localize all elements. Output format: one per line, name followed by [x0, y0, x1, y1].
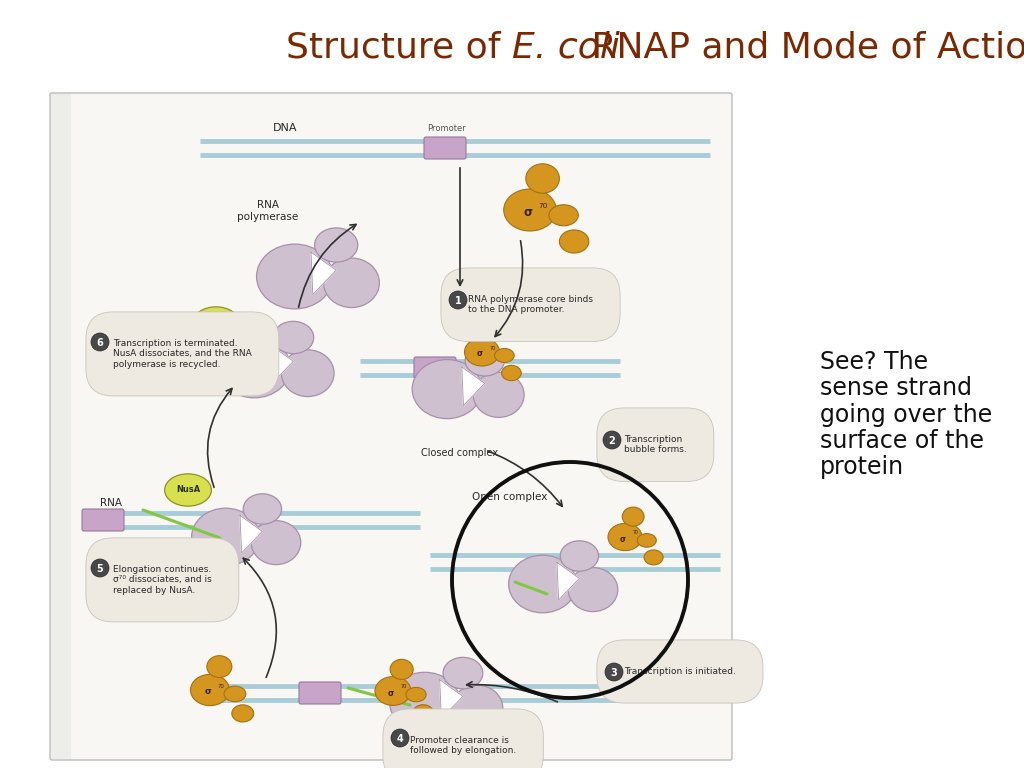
Text: 5: 5: [96, 564, 103, 574]
Text: 70: 70: [538, 203, 547, 209]
Text: surface of the: surface of the: [820, 429, 984, 453]
Ellipse shape: [644, 550, 664, 565]
Text: σ: σ: [388, 688, 394, 697]
Circle shape: [605, 663, 623, 681]
FancyBboxPatch shape: [299, 682, 341, 704]
Ellipse shape: [251, 521, 301, 564]
FancyBboxPatch shape: [82, 509, 124, 531]
Ellipse shape: [465, 345, 505, 376]
Text: 70: 70: [401, 684, 408, 690]
Ellipse shape: [608, 524, 642, 551]
Text: E. coli: E. coli: [512, 31, 620, 65]
Text: RNA polymerase core binds
to the DNA promoter.: RNA polymerase core binds to the DNA pro…: [468, 295, 593, 314]
Text: 3: 3: [610, 667, 617, 677]
Ellipse shape: [452, 685, 503, 731]
Ellipse shape: [495, 349, 514, 362]
Text: NusA: NusA: [204, 319, 228, 327]
Ellipse shape: [273, 321, 313, 353]
Ellipse shape: [389, 672, 460, 732]
Ellipse shape: [413, 359, 482, 419]
Text: RNAP and Mode of Action: RNAP and Mode of Action: [580, 31, 1024, 65]
Ellipse shape: [443, 657, 483, 689]
Ellipse shape: [207, 656, 231, 677]
Circle shape: [449, 291, 467, 309]
Ellipse shape: [509, 555, 577, 613]
Circle shape: [391, 729, 409, 747]
Ellipse shape: [390, 659, 413, 680]
Ellipse shape: [324, 258, 380, 307]
Ellipse shape: [193, 307, 240, 339]
Ellipse shape: [224, 686, 246, 702]
Text: DNA: DNA: [272, 123, 297, 133]
Text: Structure of: Structure of: [286, 31, 512, 65]
Text: σ: σ: [205, 687, 211, 697]
Text: 4: 4: [396, 733, 403, 743]
Ellipse shape: [559, 230, 589, 253]
Ellipse shape: [473, 372, 524, 417]
Text: Promoter clearance is
followed by elongation.: Promoter clearance is followed by elonga…: [410, 736, 516, 756]
Ellipse shape: [314, 228, 357, 262]
Text: Transcription
bubble forms.: Transcription bubble forms.: [624, 435, 687, 455]
Text: Transcription is initiated.: Transcription is initiated.: [624, 667, 736, 676]
Text: going over the: going over the: [820, 402, 992, 427]
Circle shape: [91, 559, 109, 577]
Text: NusA: NusA: [176, 485, 200, 495]
FancyBboxPatch shape: [51, 94, 71, 759]
Text: protein: protein: [820, 455, 904, 479]
Ellipse shape: [465, 338, 500, 366]
Polygon shape: [462, 367, 484, 406]
Text: Open complex: Open complex: [472, 492, 548, 502]
Text: Transcription is terminated.
NusA dissociates, and the RNA
polymerase is recycle: Transcription is terminated. NusA dissoc…: [113, 339, 252, 369]
Text: σ: σ: [477, 349, 483, 359]
Ellipse shape: [375, 677, 411, 705]
Text: σ: σ: [523, 206, 532, 219]
FancyBboxPatch shape: [414, 357, 456, 379]
Ellipse shape: [406, 687, 426, 702]
Ellipse shape: [218, 336, 291, 398]
Ellipse shape: [282, 350, 334, 396]
Ellipse shape: [504, 189, 556, 231]
Ellipse shape: [244, 494, 282, 525]
Ellipse shape: [502, 366, 521, 381]
Ellipse shape: [525, 164, 559, 194]
Text: RNA
polymerase: RNA polymerase: [238, 200, 299, 222]
FancyBboxPatch shape: [50, 93, 732, 760]
Ellipse shape: [190, 674, 229, 706]
Polygon shape: [269, 344, 293, 384]
Text: RNA: RNA: [100, 498, 122, 508]
Ellipse shape: [479, 321, 502, 341]
Ellipse shape: [231, 705, 254, 722]
Ellipse shape: [623, 507, 644, 526]
Text: Elongation continues.
σ⁷⁰ dissociates, and is
replaced by NusA.: Elongation continues. σ⁷⁰ dissociates, a…: [113, 565, 212, 594]
Text: 2: 2: [608, 435, 615, 445]
Circle shape: [91, 333, 109, 351]
Text: 70: 70: [218, 684, 225, 688]
Text: See? The: See? The: [820, 350, 928, 374]
Polygon shape: [311, 252, 336, 294]
Polygon shape: [557, 562, 580, 600]
Text: RNA: RNA: [138, 331, 160, 341]
Ellipse shape: [637, 534, 656, 547]
Circle shape: [603, 431, 621, 449]
Ellipse shape: [568, 568, 617, 611]
FancyBboxPatch shape: [424, 137, 466, 159]
Text: Promoter: Promoter: [427, 124, 465, 133]
Ellipse shape: [413, 705, 433, 720]
Ellipse shape: [191, 508, 260, 566]
Ellipse shape: [165, 474, 211, 506]
Polygon shape: [240, 515, 262, 553]
Text: σ: σ: [621, 535, 626, 544]
Text: Closed complex: Closed complex: [422, 448, 499, 458]
Ellipse shape: [257, 244, 333, 309]
Text: 70: 70: [490, 346, 497, 350]
Text: 6: 6: [96, 337, 103, 347]
Text: sense strand: sense strand: [820, 376, 972, 400]
Ellipse shape: [549, 205, 579, 226]
Text: 70: 70: [633, 531, 639, 535]
Polygon shape: [439, 680, 463, 719]
Text: 1: 1: [455, 296, 462, 306]
Ellipse shape: [560, 541, 599, 571]
